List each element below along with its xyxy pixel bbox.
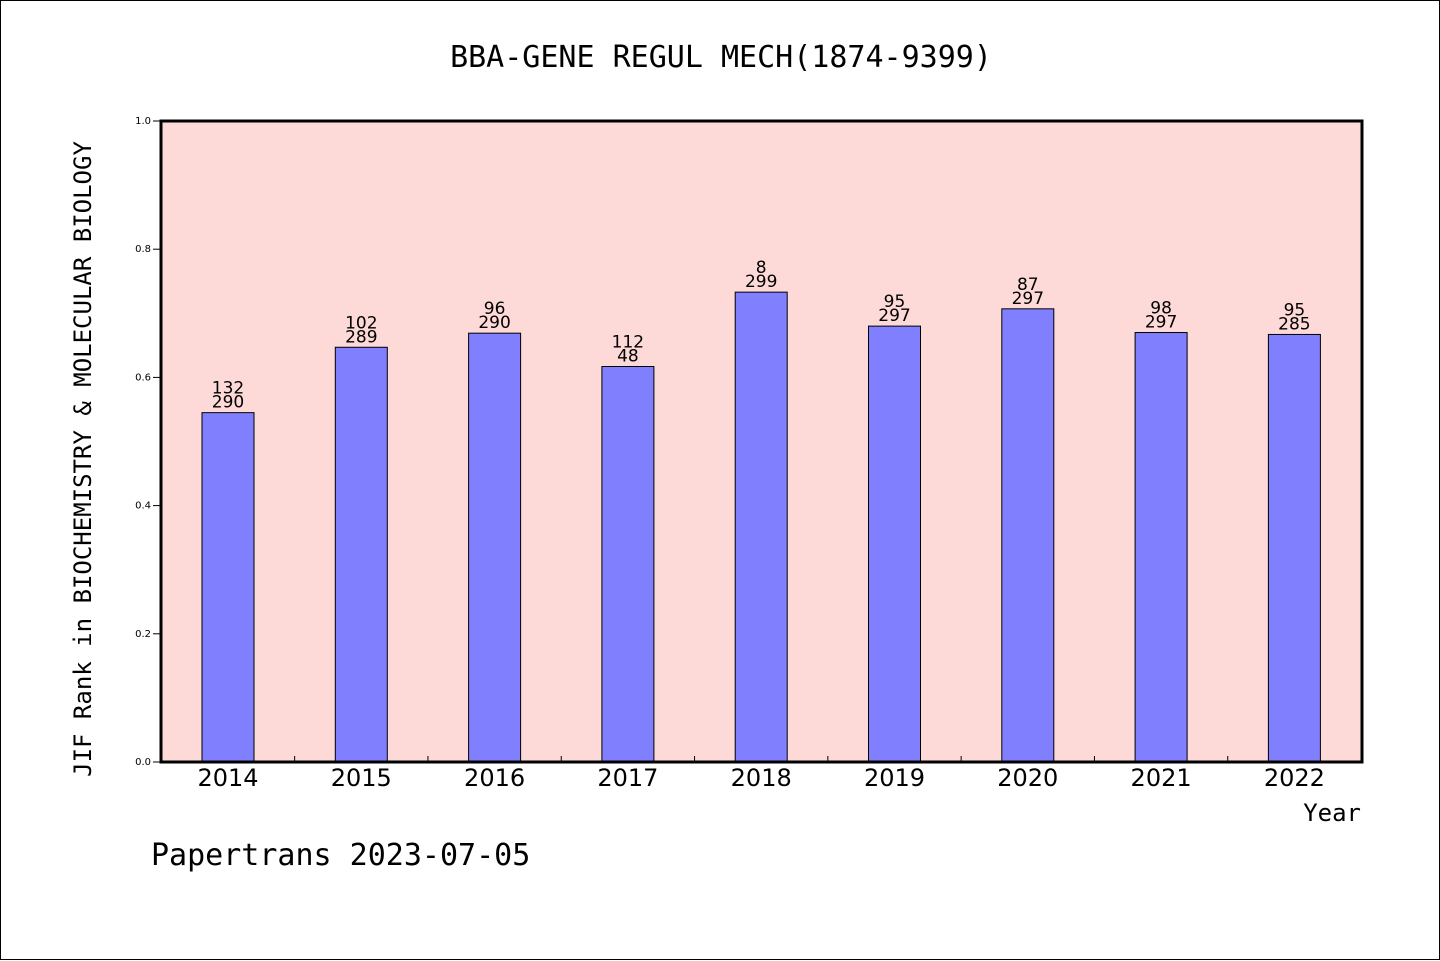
y-tick-label: 0.2 (135, 629, 151, 640)
x-tick-label: 2016 (464, 764, 525, 792)
x-tick-label: 2017 (597, 764, 658, 792)
x-tick-label: 2014 (197, 764, 258, 792)
bar-total-label: 285 (1278, 314, 1310, 334)
y-tick-label: 0.0 (135, 757, 151, 768)
bar-rank-label: 8 (756, 258, 767, 278)
bar-2019 (868, 325, 921, 763)
x-axis: 2014 2015 2016 2017 2018 2019 2020 2021 2022 (197, 756, 1325, 792)
x-axis-label: Year (1303, 799, 1361, 827)
y-tick-label: 1.0 (135, 116, 151, 127)
bar-rank-label: 96 (484, 299, 506, 319)
bar-rank-label: 112 (612, 333, 644, 353)
bar-total-label: 297 (1145, 313, 1177, 333)
y-axis-label: JIF Rank in BIOCHEMISTRY & MOLECULAR BIO… (69, 141, 97, 777)
bar-rank-label: 87 (1017, 275, 1039, 295)
chart-title: BBA-GENE REGUL MECH(1874-9399) (450, 40, 992, 75)
bar-total-label: 299 (745, 272, 777, 292)
bar-2018 (734, 291, 788, 763)
bar-2020 (1001, 308, 1055, 763)
bar-rank-label: 98 (1150, 299, 1172, 319)
bar-2015 (334, 346, 388, 763)
bar-total-label: 297 (1012, 289, 1044, 309)
bar-total-label: 297 (878, 306, 910, 326)
bar-rank-label: 95 (884, 292, 906, 312)
y-tick-label: 0.4 (135, 501, 151, 512)
x-tick-label: 2019 (864, 764, 925, 792)
y-tick-label: 0.8 (135, 244, 151, 255)
plot-border (159, 119, 1364, 764)
y-axis: 0.0 0.2 0.4 0.6 0.8 1.0 (135, 116, 161, 768)
bar-total-label: 48 (617, 347, 639, 367)
x-tick-label: 2018 (731, 764, 792, 792)
footer-credit: Papertrans 2023-07-05 (151, 838, 530, 873)
x-tick-label: 2020 (997, 764, 1058, 792)
bars-layer (201, 291, 1321, 763)
bar-2017 (601, 366, 655, 763)
bar-total-label: 289 (345, 327, 377, 347)
x-tick-label: 2015 (331, 764, 392, 792)
bar-rank-label: 95 (1284, 300, 1306, 320)
bar-rank-label: 102 (345, 313, 377, 333)
y-tick-label: 0.6 (135, 372, 151, 383)
x-tick-label: 2021 (1131, 764, 1192, 792)
bar-total-label: 290 (478, 313, 510, 333)
bar-2014 (201, 412, 255, 763)
x-tick-label: 2022 (1264, 764, 1325, 792)
bar-rank-label: 132 (212, 379, 244, 399)
bar-total-label: 290 (212, 393, 244, 413)
bar-2016 (468, 332, 522, 763)
bar-2021 (1134, 332, 1188, 763)
bar-2022 (1267, 333, 1321, 763)
